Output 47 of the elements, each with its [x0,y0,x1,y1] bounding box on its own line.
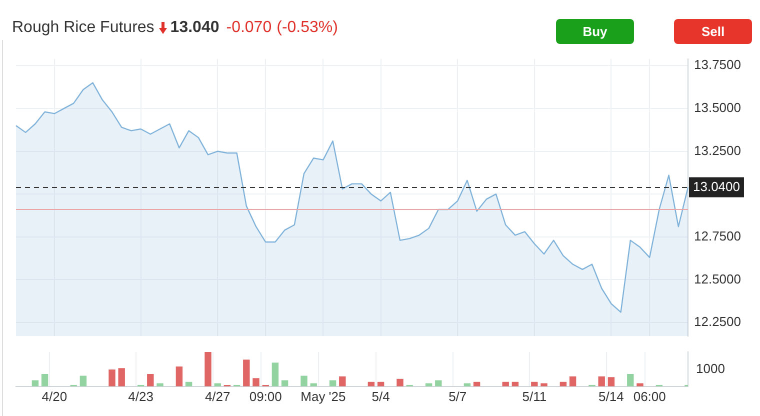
bar [272,362,279,386]
bar [396,378,404,386]
x-tick-label: 4/23 [128,388,154,404]
x-tick-label: 5/11 [522,388,547,404]
y-tick-label: 12.5000 [694,271,741,286]
bar [281,380,288,386]
bar [329,380,336,386]
x-tick-label: 06:00 [633,388,666,404]
y-tick-label: 12.2500 [694,314,741,330]
bar [598,376,605,386]
text: -0.070 [226,19,272,37]
x-tick-label: May '25 [300,388,346,404]
y-tick-label: 12.7500 [694,228,741,244]
bar [108,370,116,386]
x-tick-label: 09:00 [249,388,282,404]
bar [176,366,183,386]
bar [147,374,154,386]
bar [41,374,48,386]
bar [80,376,87,386]
y-tick-label: 13.5000 [694,100,741,116]
bar [339,376,346,386]
x-tick-label: 5/4 [372,388,390,404]
x-tick-label: 4/27 [204,388,230,404]
bar [531,382,538,386]
bar [252,378,260,386]
x-tick-label: 5/7 [448,388,467,404]
chart-title: Rough Rice Futures [12,19,154,37]
bar [300,376,308,386]
bar [627,374,634,386]
bar [243,360,250,386]
bar [204,352,212,386]
text: Buy [556,19,634,44]
bar [569,376,576,386]
y-tick-label: 13.7500 [694,57,741,72]
text: 1000 [696,360,725,376]
x-tick-label: 5/14 [598,388,624,404]
bar [608,377,615,386]
text: (-0.53%) [276,19,338,37]
bar [435,380,442,386]
text: 13.040 [170,19,220,37]
bar [32,380,39,386]
bar [118,368,125,386]
y-tick-label: 13.2500 [694,142,741,158]
bar [502,382,509,386]
ref-line-label: 13.0400 [693,178,740,194]
x-tick-label: 4/20 [42,388,68,404]
text: Sell [674,19,752,44]
